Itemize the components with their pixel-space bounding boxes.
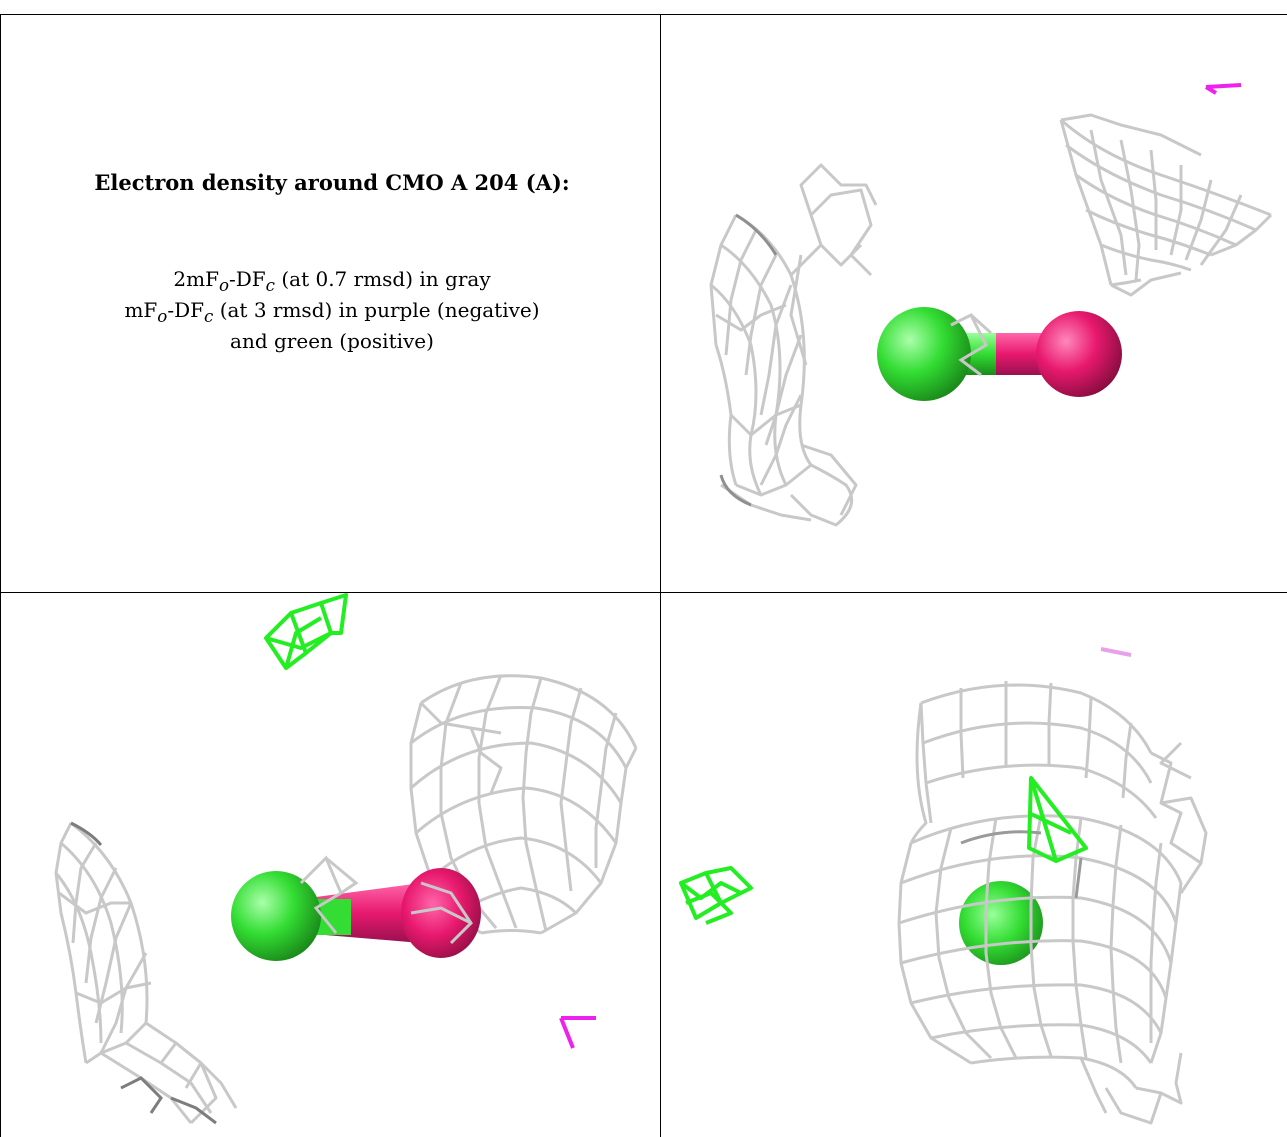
green-density-center (1027, 776, 1088, 863)
purple-density-3 (1100, 647, 1132, 657)
divider-vertical (660, 14, 661, 1137)
density-view-1 (709, 83, 1273, 527)
divider-horizontal (0, 592, 1287, 593)
gray-mesh-right-2 (409, 674, 638, 935)
density-view-2 (54, 593, 638, 1125)
gray-mesh-right (1059, 113, 1273, 297)
caption-map2: mFo-DFc (at 3 rmsd) in purple (negative) (124, 298, 540, 326)
cmo-ligand-1 (877, 307, 1122, 401)
cmo-ligand-2 (231, 855, 481, 961)
border-left (0, 14, 1, 1137)
green-density-top (264, 593, 348, 670)
gray-mesh-left-2 (54, 821, 238, 1125)
caption-map1: 2mFo-DFc (at 0.7 rmsd) in gray (173, 267, 491, 295)
gray-mesh-cage (897, 681, 1208, 1125)
green-density-left (679, 866, 753, 925)
purple-density-2 (559, 1016, 596, 1049)
purple-density-1 (1204, 83, 1242, 95)
caption-cell: Electron density around CMO A 204 (A): 2… (12, 170, 652, 354)
density-view-3 (679, 647, 1208, 1125)
caption-map2-line2: and green (positive) (230, 329, 434, 353)
gray-mesh-left (709, 163, 878, 527)
caption-title: Electron density around CMO A 204 (A): (94, 170, 570, 195)
border-top (0, 14, 1287, 15)
